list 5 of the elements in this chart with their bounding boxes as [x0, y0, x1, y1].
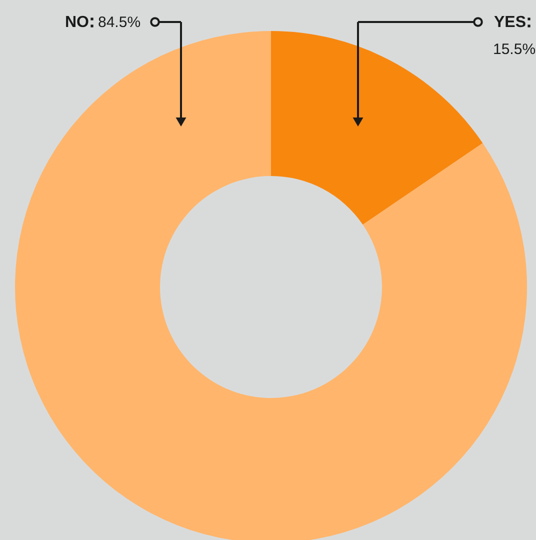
slice-label: YES: [494, 14, 526, 31]
donut-slice: [271, 31, 483, 225]
data-label: 15.5%: [493, 41, 536, 58]
data-label: 84.5%: [98, 14, 141, 31]
slice-label: NO: [65, 14, 89, 31]
